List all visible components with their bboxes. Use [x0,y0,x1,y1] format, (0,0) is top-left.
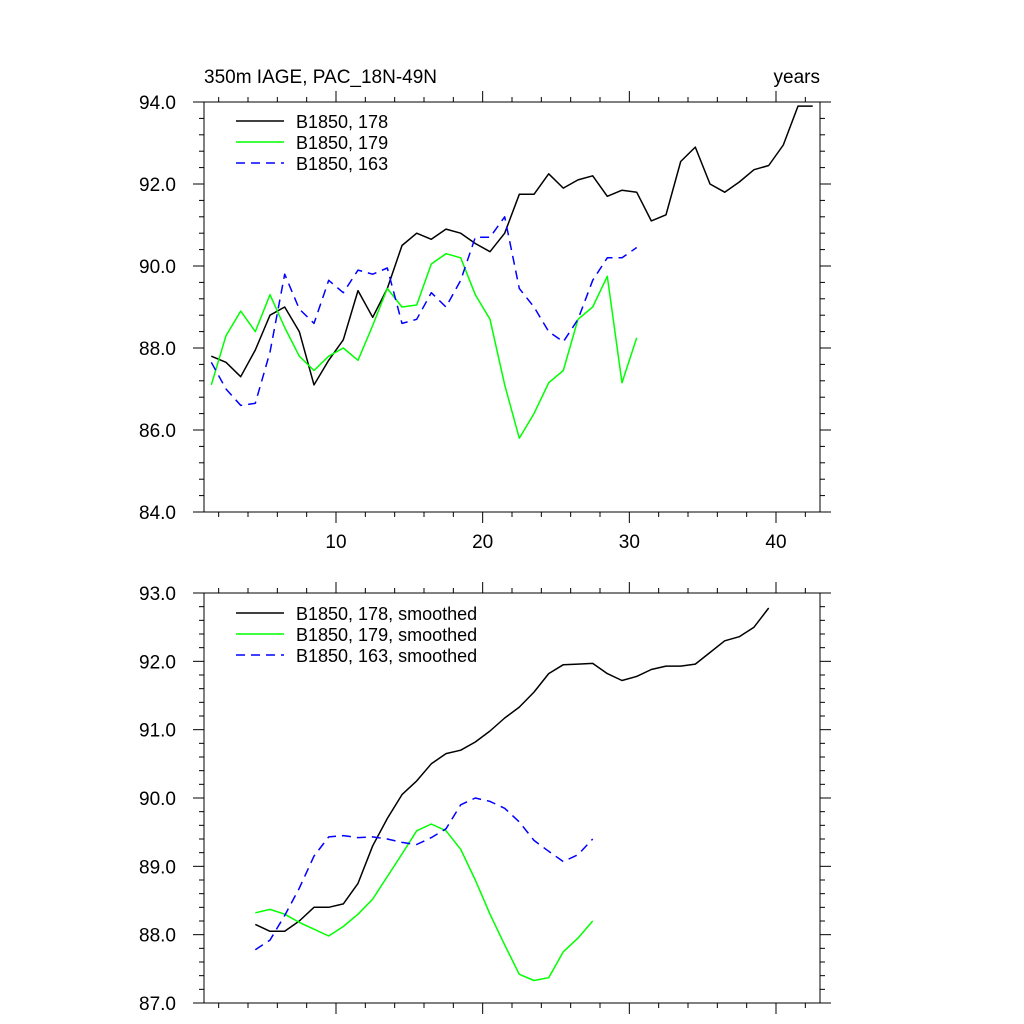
y-tick-label: 92.0 [139,652,176,673]
y-tick-label: 90.0 [139,789,176,810]
series-line-b1850-178-smoothed [254,607,770,933]
y-tick-label: 88.0 [139,926,176,947]
panel1-legend: B1850, 178 B1850, 179 B1850, 163 [236,112,388,174]
series-line-b1850-178 [211,105,813,386]
panel1-title: 350m IAGE, PAC_18N-49N [204,67,437,88]
y-tick-label: 93.0 [139,584,176,605]
y-tick-label: 88.0 [139,339,176,360]
panel2-legend: B1850, 178, smoothed B1850, 179, smoothe… [236,604,477,666]
x-tick-label: 20 [472,532,493,553]
legend-label-178: B1850, 178 [296,112,388,132]
y-tick-label: 94.0 [139,93,176,114]
series-line-b1850-179-smoothed [255,823,594,982]
legend-label-179-smoothed: B1850, 179, smoothed [296,625,477,645]
legend-label-163-smoothed: B1850, 163, smoothed [296,646,477,666]
x-tick-label: 10 [325,532,346,553]
series-line-b1850-163 [210,216,638,407]
y-tick-label: 84.0 [139,503,176,524]
y-tick-label: 92.0 [139,175,176,196]
y-tick-label: 90.0 [139,257,176,278]
series-line-b1850-179 [210,252,638,439]
panel2-axes: 87.0 88.0 89.0 90.0 91.0 92.0 93.0 [139,582,831,1015]
panel1-units: years [774,67,820,88]
legend-label-163: B1850, 163 [296,154,388,174]
y-tick-label: 87.0 [139,994,176,1015]
panel2-series [254,607,770,982]
legend-label-178-smoothed: B1850, 178, smoothed [296,604,477,624]
panel1-series [210,105,813,439]
bottom-panel: 87.0 88.0 89.0 90.0 91.0 92.0 93.0 B1850, 178,… [139,582,831,1015]
y-tick-label: 86.0 [139,421,176,442]
x-tick-label: 30 [619,532,640,553]
y-tick-label: 91.0 [139,721,176,742]
panel1-axes: 10 20 30 40 84.0 86.0 88.0 90.0 92.0 94.0 [139,91,831,553]
x-tick-label: 40 [765,532,786,553]
legend-label-179: B1850, 179 [296,133,388,153]
y-tick-label: 89.0 [139,857,176,878]
series-line-b1850-163-smoothed [254,797,594,951]
top-panel: 350m IAGE, PAC_18N-49N years 10 20 30 40 84.… [139,67,831,553]
